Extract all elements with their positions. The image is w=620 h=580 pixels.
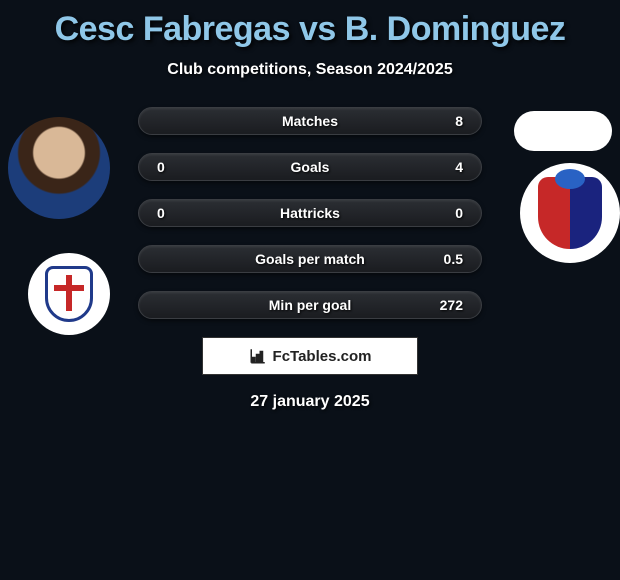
stat-left-value: 0 (157, 205, 187, 221)
comparison-title: Cesc Fabregas vs B. Dominguez (0, 10, 620, 49)
subtitle: Club competitions, Season 2024/2025 (0, 61, 620, 79)
stat-right-value: 8 (433, 113, 463, 129)
player1-name: Cesc Fabregas (55, 10, 290, 48)
vs-separator: vs (299, 10, 336, 48)
stat-row: Goals per match0.5 (138, 245, 482, 273)
stat-label: Goals per match (187, 251, 433, 267)
stat-row: Min per goal272 (138, 291, 482, 319)
stat-label: Goals (187, 159, 433, 175)
stat-right-value: 0.5 (433, 251, 463, 267)
stat-row: 0Hattricks0 (138, 199, 482, 227)
stat-right-value: 0 (433, 205, 463, 221)
player1-club-badge (28, 253, 110, 335)
player2-club-badge (520, 163, 620, 263)
stat-label: Min per goal (187, 297, 433, 313)
stat-left-value: 0 (157, 159, 187, 175)
stat-label: Hattricks (187, 205, 433, 221)
stat-row: 0Goals4 (138, 153, 482, 181)
branding-badge: FcTables.com (202, 337, 418, 375)
player1-avatar (8, 117, 110, 219)
date-text: 27 january 2025 (0, 393, 620, 411)
player2-avatar (514, 111, 612, 151)
chart-icon (249, 347, 267, 365)
stat-label: Matches (187, 113, 433, 129)
content-area: Matches80Goals40Hattricks0Goals per matc… (0, 107, 620, 411)
branding-text: FcTables.com (273, 348, 372, 365)
stat-row: Matches8 (138, 107, 482, 135)
stats-list: Matches80Goals40Hattricks0Goals per matc… (138, 107, 482, 319)
player2-name: B. Dominguez (345, 10, 566, 48)
stat-right-value: 4 (433, 159, 463, 175)
stat-right-value: 272 (433, 297, 463, 313)
